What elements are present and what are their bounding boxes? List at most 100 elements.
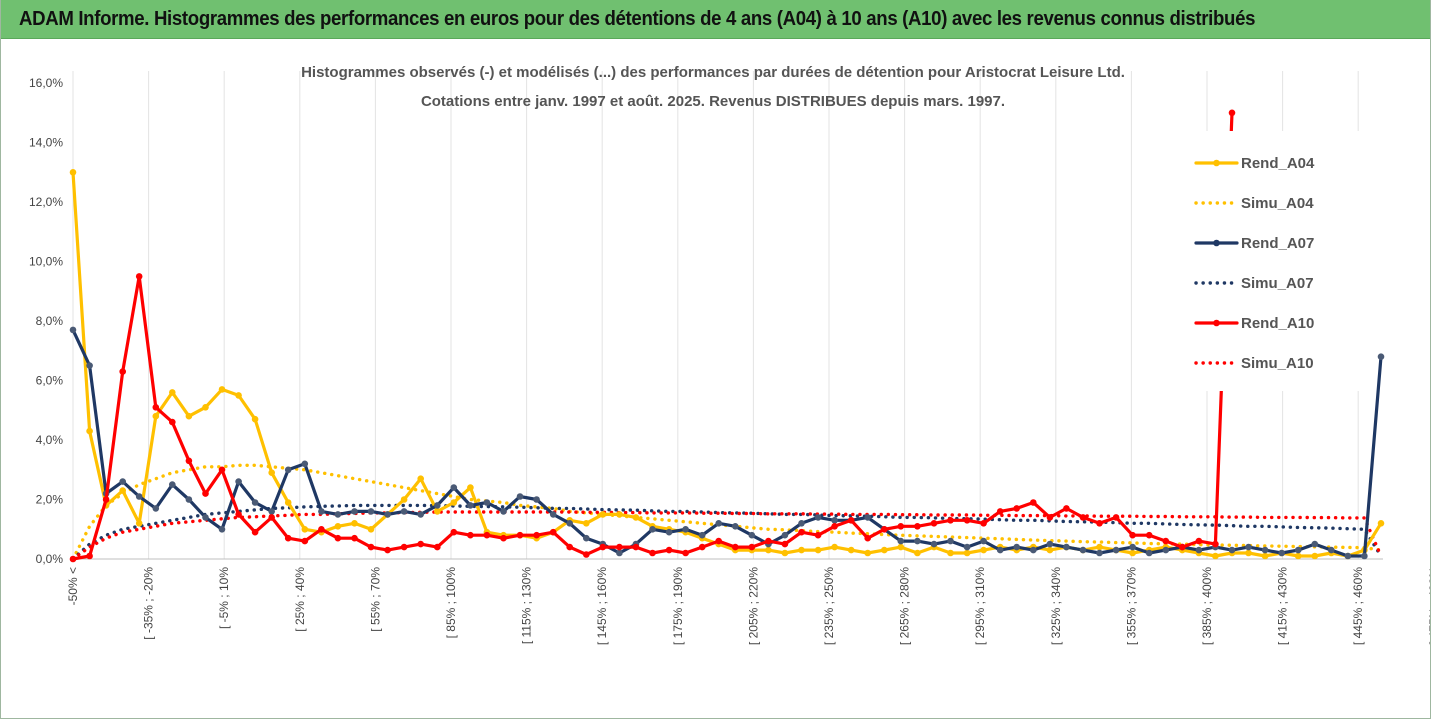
data-point-rend_a07 — [1377, 353, 1385, 361]
data-point-rend_a04 — [417, 475, 425, 483]
legend: Rend_A04 Simu_A04 Rend_A07 Simu_A07 Rend_A10… — [1173, 131, 1363, 391]
data-point-rend_a04 — [284, 499, 292, 506]
data-point-rend_a10 — [616, 543, 623, 551]
data-point-rend_a07 — [980, 537, 987, 545]
legend-label-rend_a10: Rend_A10 — [1241, 315, 1314, 332]
y-tick-label: 4,0% — [36, 433, 64, 447]
data-point-rend_a07 — [583, 534, 590, 542]
data-point-rend_a04 — [1129, 549, 1136, 557]
data-point-rend_a10 — [318, 526, 325, 533]
data-point-rend_a07 — [698, 531, 706, 539]
data-point-rend_a10 — [434, 543, 441, 551]
x-axis-ticks: -50% < [ -35% ; -20% [ -5% ; 10% [ 25% ; 40… — [66, 567, 1430, 645]
x-tick-label: [ 235% ; 250% — [822, 567, 836, 645]
data-point-rend_a07 — [351, 508, 358, 515]
data-point-rend_a04 — [251, 415, 259, 423]
data-point-rend_a10 — [996, 508, 1004, 515]
data-point-rend_a07 — [732, 523, 739, 530]
data-point-rend_a04 — [1311, 552, 1319, 560]
data-point-rend_a07 — [781, 531, 789, 539]
data-point-rend_a04 — [467, 484, 474, 491]
data-point-rend_a07 — [516, 493, 524, 500]
data-point-rend_a04 — [400, 496, 408, 503]
data-point-rend_a07 — [301, 460, 309, 468]
data-point-rend_a10 — [351, 534, 358, 542]
data-point-rend_a10 — [698, 543, 706, 551]
data-point-rend_a04 — [334, 523, 342, 530]
data-point-rend_a07 — [119, 478, 126, 485]
data-point-rend_a10 — [665, 546, 673, 554]
data-point-rend_a04 — [86, 427, 93, 435]
x-tick-label: [ 55% ; 70% — [368, 567, 382, 632]
y-axis-ticks: 0,0% 2,0% 4,0% 6,0% 8,0% 10,0% 12,0% 14,0% 16,0% — [29, 76, 63, 566]
data-point-rend_a04 — [781, 549, 789, 557]
data-point-rend_a07 — [1079, 546, 1087, 554]
data-point-rend_a04 — [864, 549, 871, 557]
data-point-rend_a10 — [235, 511, 242, 518]
data-point-rend_a07 — [1278, 549, 1285, 557]
data-point-rend_a04 — [218, 386, 226, 393]
legend-label-simu_a10: Simu_A10 — [1241, 355, 1314, 372]
x-tick-label: -50% < — [66, 567, 80, 605]
data-point-rend_a10 — [715, 537, 722, 545]
data-point-rend_a07 — [86, 362, 93, 369]
data-point-rend_a10 — [549, 528, 557, 536]
data-point-rend_a10 — [533, 531, 540, 539]
data-point-rend_a10 — [1096, 520, 1103, 527]
data-point-rend_a04 — [914, 549, 921, 557]
data-point-rend_a10 — [732, 543, 739, 551]
data-point-rend_a07 — [682, 526, 689, 533]
data-point-rend_a07 — [202, 514, 209, 521]
data-point-rend_a07 — [135, 493, 143, 500]
data-point-rend_a10 — [914, 523, 921, 530]
data-point-rend_a04 — [616, 511, 623, 518]
data-point-rend_a07 — [1261, 546, 1269, 554]
x-tick-label: [ 475% ; 490% — [1427, 567, 1430, 645]
data-point-rend_a07 — [367, 508, 375, 515]
data-point-rend_a07 — [1046, 540, 1054, 548]
data-point-rend_a07 — [864, 514, 871, 521]
data-point-rend_a10 — [119, 368, 126, 375]
data-point-rend_a10 — [450, 528, 458, 536]
data-point-rend_a07 — [1294, 546, 1302, 554]
data-point-rend_a10 — [1179, 543, 1186, 551]
data-point-rend_a07 — [1228, 546, 1236, 554]
data-point-rend_a07 — [1030, 546, 1037, 554]
data-point-rend_a10 — [500, 534, 507, 542]
data-point-rend_a07 — [384, 511, 391, 518]
data-point-rend_a10 — [781, 540, 789, 548]
data-point-rend_a07 — [649, 526, 656, 533]
data-point-rend_a10 — [1145, 531, 1153, 539]
data-point-rend_a07 — [996, 546, 1004, 554]
data-point-rend_a04 — [831, 543, 838, 551]
data-point-rend_a04 — [632, 514, 640, 521]
data-point-rend_a07 — [1096, 549, 1103, 557]
data-point-rend_a04 — [268, 469, 276, 477]
data-point-rend_a04 — [798, 546, 805, 554]
x-tick-label: [ 115% ; 130% — [520, 567, 534, 644]
data-point-rend_a07 — [1245, 543, 1252, 551]
data-point-rend_a04 — [367, 526, 375, 533]
data-point-rend_a04 — [583, 520, 590, 527]
data-point-rend_a07 — [400, 508, 408, 515]
series-line-simu_a10 — [71, 510, 1383, 561]
y-tick-label: 16,0% — [29, 76, 63, 90]
data-point-rend_a04 — [897, 543, 905, 551]
data-point-rend_a04 — [169, 389, 176, 396]
data-point-rend_a07 — [1129, 543, 1136, 551]
series-group — [69, 109, 1385, 563]
data-point-rend_a07 — [235, 478, 242, 485]
data-point-rend_a07 — [251, 499, 259, 506]
data-point-rend_a10 — [897, 523, 905, 530]
data-point-rend_a04 — [947, 549, 954, 557]
data-point-rend_a10 — [1079, 514, 1087, 521]
data-point-rend_a07 — [1195, 546, 1203, 554]
legend-marker-rend_a04 — [1213, 159, 1220, 167]
x-tick-label: [ 415% ; 430% — [1276, 567, 1290, 645]
data-point-rend_a04 — [980, 546, 987, 554]
data-point-rend_a10 — [135, 273, 143, 280]
data-point-rend_a10 — [218, 466, 226, 474]
data-point-rend_a10 — [1046, 514, 1054, 521]
x-tick-label: [ 205% ; 220% — [746, 567, 760, 645]
